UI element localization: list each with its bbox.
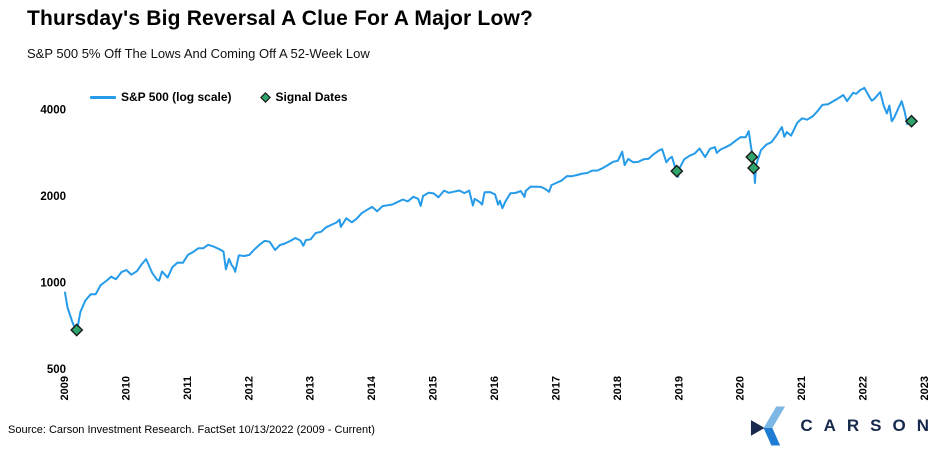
legend-label-sp500: S&P 500 (log scale): [121, 90, 232, 104]
signal-date-marker: [745, 150, 759, 164]
x-axis-tick-label: 2011: [182, 376, 194, 400]
x-axis-tick-label: 2020: [735, 376, 747, 400]
sp500-price-line: [64, 86, 913, 334]
signal-date-marker: [904, 114, 919, 128]
x-axis-tick-label: 2018: [612, 376, 624, 400]
y-axis-tick-label: 4000: [40, 104, 66, 116]
line-swatch-icon: [90, 95, 116, 99]
chart-subtitle: S&P 500 5% Off The Lows And Coming Off A…: [27, 46, 370, 61]
source-note: Source: Carson Investment Research. Fact…: [8, 424, 375, 436]
x-axis-tick-label: 2021: [796, 376, 808, 400]
x-axis-tick-label: 2023: [919, 376, 931, 400]
y-axis-tick-label: 1000: [40, 278, 66, 290]
chart-legend: S&P 500 (log scale) Signal Dates: [90, 90, 348, 104]
y-axis-tick-label: 2000: [40, 191, 66, 203]
legend-label-signal-dates: Signal Dates: [275, 90, 348, 104]
carson-logo: CARSON: [749, 404, 929, 448]
x-axis-tick-label: 2009: [59, 376, 71, 400]
x-axis-tick-label: 2015: [428, 376, 440, 400]
legend-item-sp500: S&P 500 (log scale): [90, 90, 232, 104]
x-axis-tick-label: 2013: [305, 376, 317, 400]
carson-logo-icon: [751, 406, 786, 446]
chart-title: Thursday's Big Reversal A Clue For A Maj…: [27, 7, 534, 30]
legend-item-signal-dates: Signal Dates: [259, 90, 348, 104]
signal-date-marker: [670, 164, 684, 178]
signal-date-marker: [747, 161, 761, 175]
x-axis-tick-label: 2016: [489, 376, 501, 400]
x-axis-tick-label: 2014: [366, 375, 378, 400]
x-axis-tick-label: 2019: [673, 376, 685, 400]
x-axis-tick-label: 2010: [120, 376, 132, 400]
x-axis-tick-label: 2017: [550, 376, 562, 400]
carson-logo-text: CARSON: [800, 416, 940, 435]
diamond-swatch-icon: [259, 91, 271, 103]
x-axis-tick-label: 2012: [243, 376, 255, 400]
signal-date-marker: [70, 323, 84, 337]
x-axis-tick-label: 2022: [858, 376, 870, 400]
y-axis-tick-label: 500: [47, 364, 66, 376]
